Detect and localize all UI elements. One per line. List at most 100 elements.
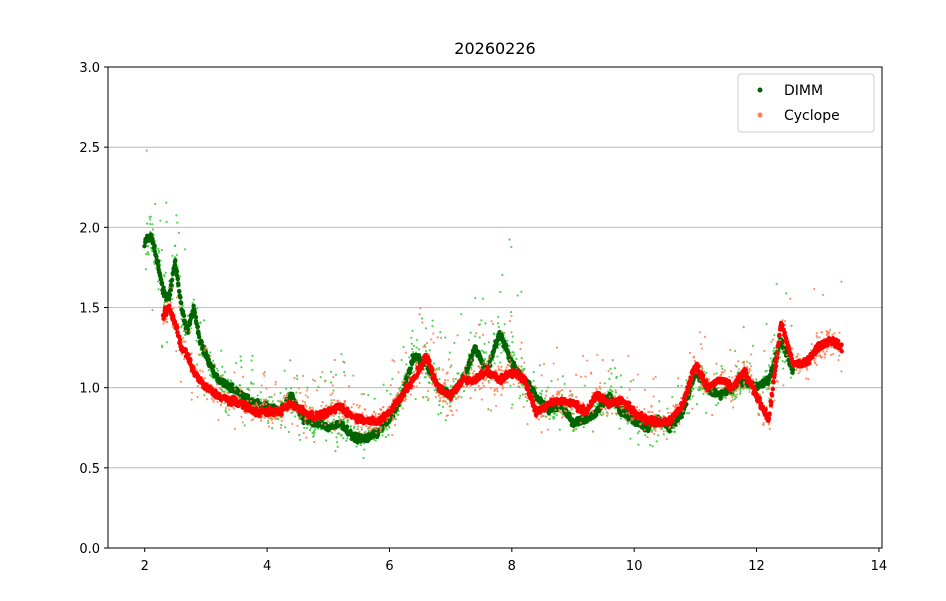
data-point <box>432 332 435 335</box>
data-point <box>478 336 481 339</box>
data-point <box>274 383 277 386</box>
data-point <box>268 396 271 399</box>
data-point <box>501 385 504 388</box>
data-point <box>497 325 500 329</box>
data-point <box>773 399 776 402</box>
data-point <box>508 358 511 362</box>
data-point <box>436 336 439 339</box>
data-point <box>439 411 443 414</box>
data-point <box>157 280 160 283</box>
data-point <box>555 393 558 396</box>
data-point <box>285 397 288 400</box>
data-point <box>500 365 503 368</box>
data-point <box>215 383 219 386</box>
data-point <box>659 428 663 431</box>
data-point <box>196 363 199 366</box>
data-point <box>813 359 816 362</box>
data-point <box>259 404 262 407</box>
data-point <box>471 363 474 367</box>
data-point <box>603 382 606 385</box>
data-point <box>829 353 833 357</box>
data-point <box>484 378 487 381</box>
data-point <box>643 408 646 411</box>
data-point <box>783 361 786 364</box>
data-point <box>262 398 266 401</box>
data-point <box>657 434 660 437</box>
data-point <box>371 427 374 430</box>
data-point <box>614 389 617 392</box>
data-point <box>396 413 400 416</box>
data-point <box>306 386 309 389</box>
data-point <box>742 382 746 385</box>
data-point <box>305 436 308 439</box>
data-point <box>165 317 168 321</box>
data-point <box>721 367 724 371</box>
data-point <box>512 383 515 386</box>
data-point <box>190 391 194 394</box>
data-point <box>242 375 245 378</box>
data-point <box>751 344 755 347</box>
data-point <box>218 387 221 390</box>
data-point <box>151 223 154 226</box>
data-point <box>658 400 661 403</box>
data-point <box>678 422 681 426</box>
data-point <box>460 313 463 316</box>
data-point <box>631 418 634 421</box>
data-point <box>485 351 488 354</box>
data-point <box>154 202 157 206</box>
data-point <box>480 386 483 390</box>
data-point <box>233 371 236 374</box>
data-point <box>439 399 442 402</box>
data-point <box>195 339 198 342</box>
data-point <box>806 368 809 371</box>
data-point <box>274 380 277 384</box>
data-point <box>268 417 271 420</box>
data-point <box>192 310 197 315</box>
data-point <box>295 391 298 394</box>
data-point <box>283 394 286 397</box>
data-point <box>728 375 731 379</box>
data-point <box>403 375 406 378</box>
data-point <box>466 373 469 376</box>
data-point <box>526 396 529 400</box>
data-point <box>388 426 391 429</box>
data-point <box>325 404 328 408</box>
data-point <box>731 398 734 401</box>
data-point <box>767 364 771 367</box>
data-point <box>671 395 674 399</box>
data-point <box>557 393 560 396</box>
data-point <box>357 406 360 409</box>
data-point <box>420 372 423 375</box>
data-point <box>500 330 504 333</box>
data-point <box>496 390 499 393</box>
data-point <box>342 437 345 440</box>
data-point <box>619 417 623 420</box>
data-point <box>555 413 558 417</box>
data-point <box>444 419 447 422</box>
data-point <box>216 400 219 403</box>
data-point <box>313 440 316 444</box>
data-point <box>209 351 212 354</box>
data-point <box>755 378 758 381</box>
data-point <box>320 422 324 425</box>
data-point <box>662 430 665 433</box>
data-point <box>373 438 376 441</box>
data-point <box>319 375 322 379</box>
data-point <box>715 362 718 365</box>
data-point <box>685 412 689 415</box>
data-point <box>296 424 299 427</box>
data-point <box>821 293 825 296</box>
data-point <box>584 375 587 378</box>
data-point <box>654 375 657 379</box>
data-point <box>297 387 301 390</box>
data-point <box>524 395 527 398</box>
data-point <box>698 331 701 334</box>
data-point <box>629 437 632 440</box>
data-point <box>737 370 740 373</box>
data-point <box>504 343 509 348</box>
data-point <box>613 367 617 370</box>
data-point <box>611 359 614 362</box>
data-point <box>608 377 611 381</box>
data-point <box>423 344 426 347</box>
data-point <box>356 425 360 428</box>
